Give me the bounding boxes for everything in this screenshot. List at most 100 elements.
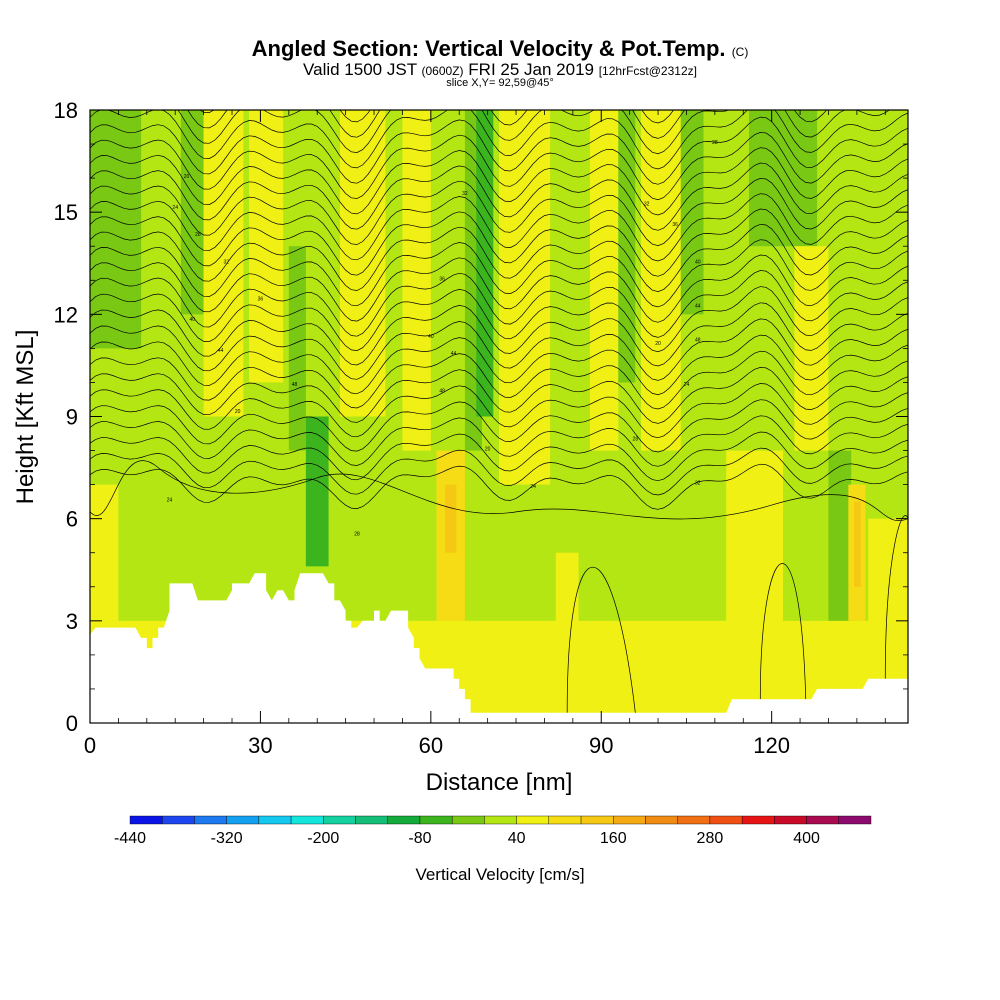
velocity-cell-17: [641, 110, 681, 451]
colorbar-swatch-10: [451, 815, 485, 825]
theta-contour-15: [90, 223, 908, 292]
colorbar-swatch-16: [645, 815, 678, 825]
velocity-cell-10: [445, 484, 457, 553]
theta-contour-12: [90, 270, 908, 338]
theta-label-16: 20: [485, 447, 491, 453]
theta-contour-27: [90, 40, 908, 107]
velocity-cell-8: [402, 110, 431, 451]
x-tick-label-3: 90: [589, 733, 613, 758]
theta-contour-0: [90, 463, 908, 510]
y-tick-label-3: 9: [66, 405, 78, 430]
theta-contours: 20 24 28 32 36 40 44 48 20 24 28 32 36 40 44 48 20 24 28 32…: [90, 40, 908, 713]
colorbar-label-0: -440: [114, 830, 146, 847]
theta-label-26: 28: [633, 436, 639, 442]
slice-info: slice X,Y= 92,59@45°: [446, 77, 554, 89]
colorbar-swatch-11: [484, 815, 517, 825]
theta-label-20: 36: [672, 222, 678, 228]
x-tick-label-4: 120: [753, 733, 790, 758]
velocity-cell-7: [339, 110, 386, 417]
theta-contour-10: [90, 302, 908, 367]
colorbar-swatch-15: [613, 815, 646, 825]
theta-label-2: 28: [195, 232, 201, 238]
x-axis-title: Distance [nm]: [426, 769, 573, 796]
axis-ticks: 0 30 60 90 120 0 36 9 12 15 18: [54, 98, 908, 758]
theta-contour-21: [90, 132, 908, 201]
y-tick-label-4: 12: [54, 302, 78, 327]
x-tick-label-0: 0: [84, 733, 96, 758]
x-tick-label-1: 30: [248, 733, 272, 758]
theta-label-10: 28: [354, 532, 360, 538]
theta-label-27: 32: [695, 481, 701, 487]
colorbar-swatch-1: [162, 815, 195, 825]
velocity-cell-18: [680, 110, 704, 315]
colorbar-swatch-18: [709, 815, 743, 825]
theta-contour-18: [90, 178, 908, 246]
colorbar-swatch-12: [516, 815, 550, 825]
chart-title-unit: (C): [731, 45, 749, 59]
colorbar-label-5: 160: [600, 830, 627, 847]
y-axis-title: Height [Kft MSL]: [12, 330, 39, 505]
theta-contour-6: [90, 367, 908, 424]
colorbar-title: Vertical Velocity [cm/s]: [415, 865, 584, 884]
x-tick-label-2: 60: [419, 733, 443, 758]
velocity-cell-1: [90, 110, 142, 349]
theta-contour-13: [90, 254, 908, 323]
theta-contour-24: [177, 110, 890, 155]
y-tick-label-1: 3: [66, 609, 78, 634]
colorbar-swatch-22: [838, 815, 872, 825]
theta-contour-9: [90, 318, 908, 381]
theta-label-1: 24: [172, 205, 178, 211]
terrain-mask: [90, 573, 908, 723]
colorbar-swatch-5: [290, 815, 324, 825]
theta-contour-8: [90, 334, 908, 396]
velocity-cell-21: [794, 246, 829, 451]
theta-contour-25: [187, 110, 828, 139]
colorbar-swatch-3: [226, 815, 260, 825]
y-tick-label-6: 18: [54, 98, 78, 123]
theta-contour-19: [90, 162, 908, 231]
theta-contour-20: [90, 147, 908, 216]
velocity-cell-24: [854, 501, 861, 587]
theta-contour-5: [90, 383, 908, 439]
theta-label-19: 32: [644, 201, 650, 207]
colorbar-swatch-8: [387, 815, 421, 825]
theta-loop-1: [759, 563, 807, 700]
colorbar-label-7: 400: [793, 830, 820, 847]
theta-label-12: 36: [439, 276, 445, 282]
colorbar-label-2: -200: [307, 830, 339, 847]
theta-label-9: 24: [167, 498, 173, 504]
theta-contour-3: [90, 415, 908, 467]
y-tick-label-5: 15: [54, 200, 78, 225]
theta-contour-14: [90, 239, 908, 308]
y-tick-label-0: 0: [66, 711, 78, 736]
theta-label-8: 20: [235, 409, 241, 415]
theta-label-7: 48: [292, 382, 298, 388]
colorbar-swatch-4: [258, 815, 292, 825]
colorbar-swatch-14: [580, 815, 614, 825]
colorbar-swatch-21: [806, 815, 839, 825]
theta-contour-1: [90, 447, 908, 496]
colorbar-label-4: 40: [508, 830, 526, 847]
theta-label-23: 48: [695, 338, 701, 344]
theta-contour-2: [90, 431, 908, 482]
velocity-cell-2: [180, 110, 204, 315]
theta-label-6: 44: [218, 348, 224, 354]
colorbar-swatch-13: [548, 815, 582, 825]
colorbar-swatch-19: [741, 815, 775, 825]
velocity-cell-15: [589, 110, 619, 451]
theta-loop-3: [90, 460, 908, 521]
velocity-cell-16: [618, 110, 636, 383]
colorbar-label-3: -80: [408, 830, 431, 847]
theta-contour-11: [90, 286, 908, 353]
theta-label-21: 40: [695, 259, 701, 265]
colorbar-label-6: 280: [697, 830, 724, 847]
theta-label-17: 24: [530, 484, 536, 490]
theta-label-4: 36: [258, 297, 264, 303]
valid-utc: (0600Z): [421, 64, 464, 78]
theta-label-24: 20: [655, 341, 661, 347]
colorbar-swatch-17: [677, 815, 711, 825]
theta-contour-23: [90, 110, 908, 170]
theta-contour-16: [90, 208, 908, 277]
theta-label-3: 32: [224, 259, 230, 265]
